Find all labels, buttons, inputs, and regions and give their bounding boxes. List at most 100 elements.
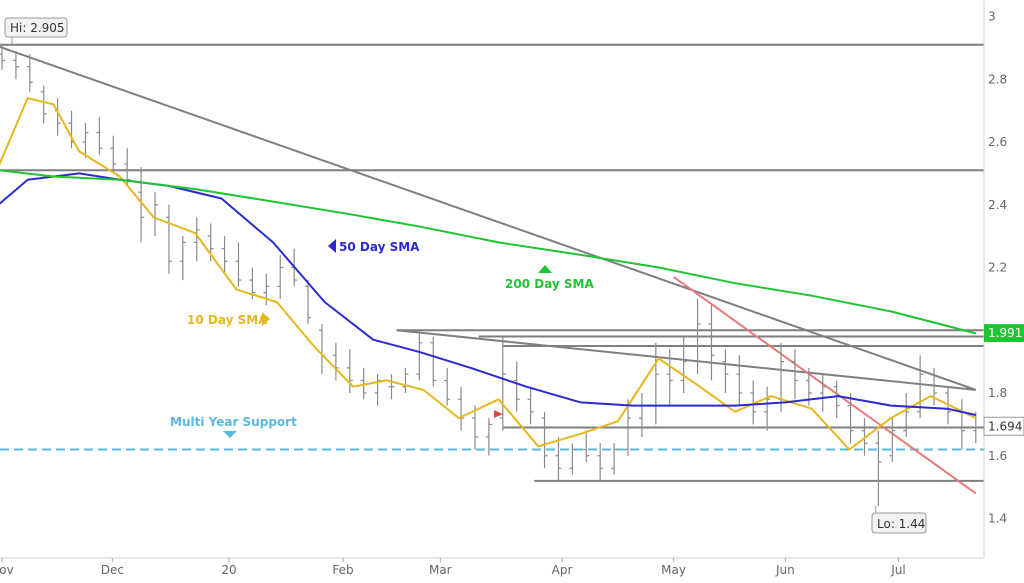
price-tag-text: 1.694 xyxy=(988,419,1022,433)
price-bar xyxy=(388,374,395,400)
price-bar xyxy=(736,355,743,406)
x-tick-label: 20 xyxy=(221,563,236,577)
price-bar xyxy=(277,254,284,299)
price-tag-box xyxy=(984,324,1024,343)
trendline-0 xyxy=(0,45,977,391)
price-tag-text: 1.991 xyxy=(988,326,1022,340)
price-bar xyxy=(165,204,172,274)
x-tick-label: Dec xyxy=(101,563,124,577)
y-tick-label: 2.8 xyxy=(988,72,1007,86)
price-bar xyxy=(597,443,604,481)
price-bar xyxy=(12,51,19,80)
price-bar xyxy=(471,405,478,450)
y-tick-label: 2.4 xyxy=(988,198,1007,212)
sma-200-line xyxy=(0,169,977,335)
price-tag: 1.991 xyxy=(984,324,1024,343)
price-bar xyxy=(332,342,339,381)
sma-50-label: 50 Day SMA xyxy=(339,240,420,254)
horizontal-levels xyxy=(0,43,984,482)
price-bar xyxy=(374,374,381,406)
price-bar xyxy=(110,135,117,174)
price-bar xyxy=(221,236,228,274)
price-bar xyxy=(305,280,312,324)
arrow-down-icon xyxy=(223,431,237,438)
price-tag-box xyxy=(983,416,1024,436)
hi-label-text: Hi: 2.905 xyxy=(10,21,65,35)
price-bar xyxy=(499,336,506,431)
price-bar xyxy=(875,430,882,506)
lo-label-text: Lo: 1.44 xyxy=(877,517,925,531)
price-bar xyxy=(138,167,145,243)
price-bar xyxy=(96,116,103,155)
support-label: Multi Year Support xyxy=(170,415,297,429)
arrow-left-icon xyxy=(328,239,336,253)
marker-arrow-icon xyxy=(494,410,503,418)
price-bar xyxy=(485,418,492,456)
price-bar xyxy=(430,336,437,387)
price-bar xyxy=(569,443,576,475)
price-bar xyxy=(527,386,534,425)
price-bar xyxy=(235,242,242,287)
y-tick-label: 3 xyxy=(988,10,996,24)
x-tick-label: May xyxy=(661,563,686,577)
sma-10-line xyxy=(0,97,977,451)
price-bar xyxy=(26,54,33,92)
x-tick-label: Nov xyxy=(0,563,14,577)
sma-200-label: 200 Day SMA xyxy=(505,277,595,291)
x-tick-label: Jul xyxy=(890,563,905,577)
price-bar xyxy=(458,386,465,431)
price-bar xyxy=(583,430,590,463)
price-bar xyxy=(750,380,757,425)
y-tick-label: 2.6 xyxy=(988,135,1007,149)
price-bar xyxy=(402,367,409,393)
price-bar xyxy=(694,298,701,375)
y-tick-label: 1.4 xyxy=(988,512,1007,526)
price-bar xyxy=(82,123,89,158)
lo-label: Lo: 1.44 xyxy=(871,505,927,534)
trendlines xyxy=(0,45,977,495)
y-tick-label: 2.2 xyxy=(988,261,1007,275)
price-bar xyxy=(611,443,618,475)
price-bar xyxy=(193,217,200,262)
price-bar xyxy=(0,44,5,70)
price-bar xyxy=(903,393,910,437)
price-bar xyxy=(444,367,451,406)
price-bar xyxy=(346,349,353,393)
price-bar xyxy=(40,85,47,124)
annotations: 10 Day SMA 50 Day SMA 200 Day SMA Multi Yea… xyxy=(4,17,927,534)
price-bar xyxy=(819,374,826,412)
price-bar xyxy=(555,436,562,481)
x-tick-label: Jun xyxy=(775,563,795,577)
price-bar xyxy=(931,367,938,406)
price-bar xyxy=(513,361,520,412)
y-tick-label: 1.6 xyxy=(988,449,1007,463)
x-tick-label: Mar xyxy=(429,563,452,577)
price-bar xyxy=(847,393,854,444)
x-tick-label: Feb xyxy=(332,563,353,577)
price-bar xyxy=(179,236,186,281)
price-bar xyxy=(263,273,270,306)
sma-10-label: 10 Day SMA xyxy=(187,313,268,327)
trendline-2 xyxy=(672,276,977,495)
price-bar xyxy=(791,349,798,400)
arrow-right-icon xyxy=(262,312,270,326)
trendline-1 xyxy=(396,329,976,391)
lo-label-box xyxy=(871,512,927,534)
arrow-up-icon xyxy=(538,265,552,273)
price-bar xyxy=(360,367,367,400)
price-bar xyxy=(416,330,423,381)
price-bar xyxy=(764,386,771,431)
price-bars xyxy=(0,44,979,506)
y-axis-panel xyxy=(984,0,1024,578)
price-bar xyxy=(680,336,687,393)
moving-averages xyxy=(0,97,977,451)
hi-label-box xyxy=(4,17,68,38)
price-bar xyxy=(833,380,840,419)
price-bar xyxy=(666,349,673,406)
price-tag: 1.694 xyxy=(983,416,1024,436)
price-bar xyxy=(708,305,715,381)
y-tick-label: 1.8 xyxy=(988,386,1007,400)
